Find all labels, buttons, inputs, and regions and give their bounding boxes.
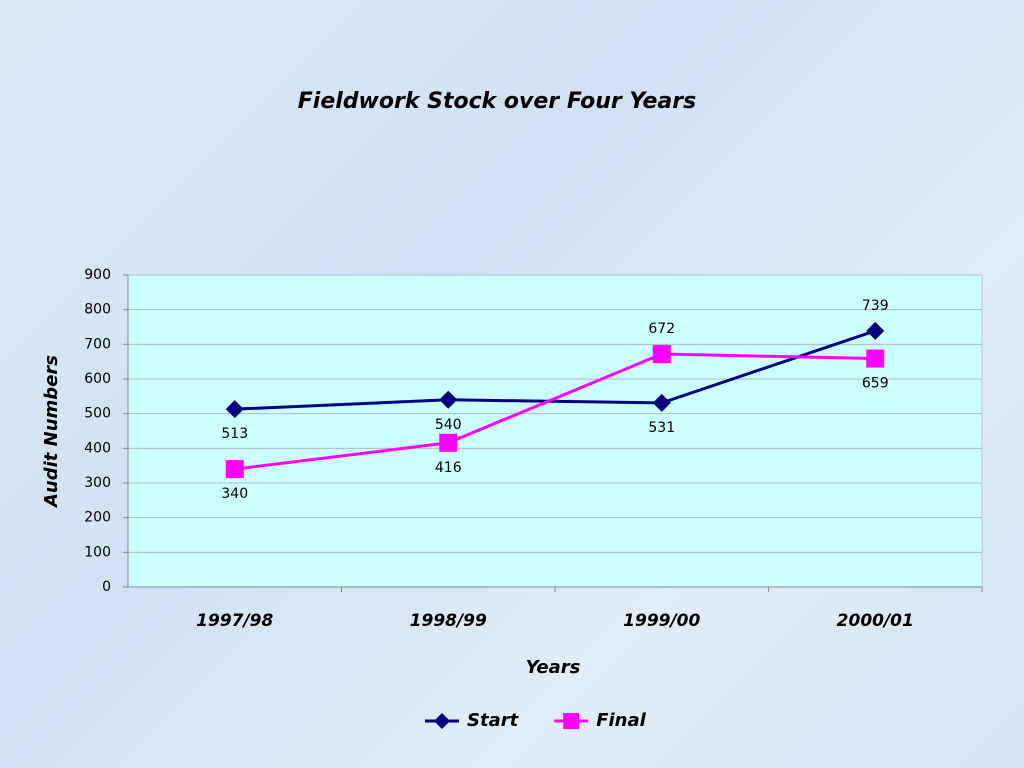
data-label: 739 (862, 298, 889, 314)
y-tick-label: 200 (84, 510, 111, 526)
y-tick-label: 900 (84, 267, 111, 283)
data-label: 540 (435, 417, 462, 433)
plot-area (127, 274, 983, 588)
chart-title: Fieldwork Stock over Four Years (298, 89, 696, 114)
x-tick-label: 2000/01 (837, 611, 914, 631)
series-line (234, 329, 876, 411)
y-tick-label: 0 (102, 579, 111, 595)
data-label: 416 (435, 460, 462, 476)
data-point (225, 460, 244, 479)
data-point (652, 393, 671, 412)
data-point (439, 390, 458, 409)
data-label: 659 (862, 376, 889, 392)
y-tick-label: 300 (84, 475, 111, 491)
data-point (866, 321, 885, 340)
legend-label: Final (596, 710, 646, 731)
x-axis-title: Years (526, 657, 581, 678)
data-point (439, 433, 458, 452)
y-axis-title: Audit Numbers (41, 355, 62, 509)
y-tick-label: 100 (84, 544, 111, 560)
data-point (866, 349, 885, 368)
data-point (225, 400, 244, 419)
x-tick-label: 1999/00 (623, 611, 700, 631)
y-tick-label: 400 (84, 440, 111, 456)
y-tick-label: 700 (84, 336, 111, 352)
data-point (652, 345, 671, 364)
data-label: 672 (648, 321, 675, 337)
data-label: 513 (221, 426, 248, 442)
legend-label: Start (467, 710, 520, 731)
data-label: 340 (221, 486, 248, 502)
legend-marker (434, 713, 450, 729)
x-tick-label: 1998/99 (410, 611, 487, 631)
data-label: 531 (648, 420, 675, 436)
y-tick-label: 500 (84, 406, 111, 422)
series-line (234, 352, 876, 471)
y-tick-label: 600 (84, 371, 111, 387)
legend-marker (563, 713, 580, 729)
x-tick-label: 1997/98 (196, 611, 273, 631)
y-tick-label: 800 (84, 302, 111, 318)
